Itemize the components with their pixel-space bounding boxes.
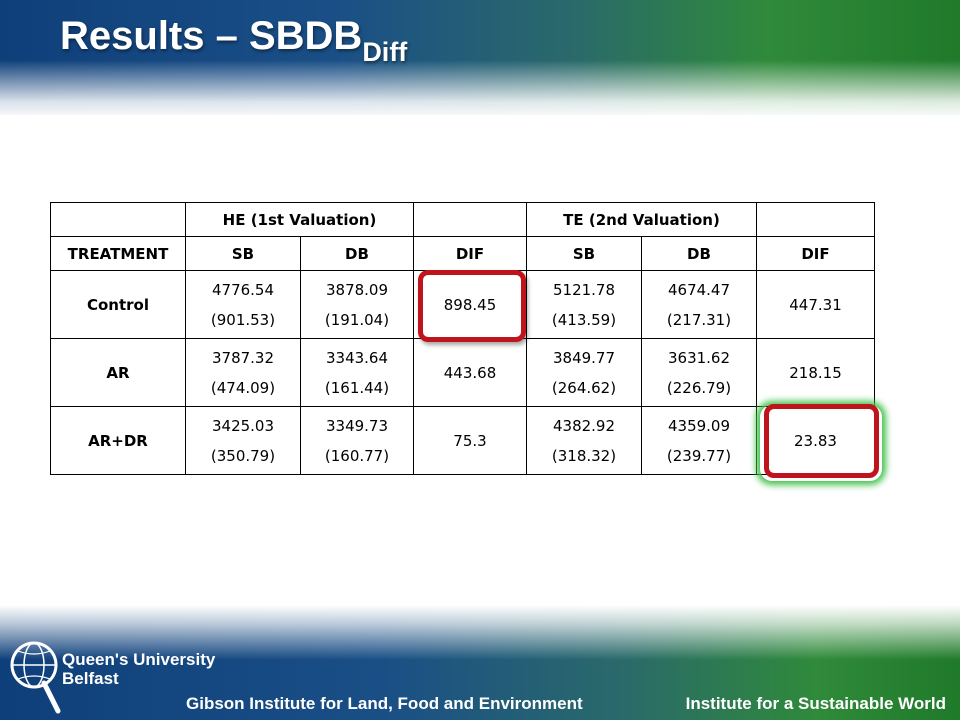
row-label: AR — [50, 338, 186, 407]
table-cell: 4674.47 (217.31) — [641, 270, 757, 339]
empty-header-cell — [756, 202, 875, 237]
table-cell: 443.68 — [413, 338, 527, 407]
cell-sd: (474.09) — [210, 378, 276, 397]
table-cell: 3878.09 (191.04) — [300, 270, 414, 339]
column-header: DIF — [756, 236, 875, 271]
cell-sd: (191.04) — [324, 310, 390, 329]
footer-right-text: Institute for a Sustainable World — [685, 694, 946, 713]
cell-value: 5121.78 — [552, 280, 616, 299]
cell-value: 4674.47 — [667, 280, 731, 299]
results-table: HE (1st Valuation) TE (2nd Valuation) TR… — [50, 202, 875, 475]
university-logo-icon — [10, 641, 61, 714]
university-name-line1: Queen's University — [62, 650, 216, 669]
row-label: Control — [50, 270, 186, 339]
table-cell: 3343.64 (161.44) — [300, 338, 414, 407]
column-header: DIF — [413, 236, 527, 271]
cell-sd: (161.44) — [324, 378, 390, 397]
table-cell: 3631.62 (226.79) — [641, 338, 757, 407]
cell-value: 3343.64 — [325, 348, 389, 367]
cell-sd: (413.59) — [551, 310, 617, 329]
footer-fade — [0, 605, 960, 660]
cell-sd: (318.32) — [551, 446, 617, 465]
empty-header-cell — [50, 202, 186, 237]
column-header: SB — [185, 236, 301, 271]
cell-value: 4776.54 — [211, 280, 275, 299]
he-group-header: HE (1st Valuation) — [185, 202, 414, 237]
highlight-box-red-green-glow — [764, 404, 879, 478]
table-cell: 4776.54 (901.53) — [185, 270, 301, 339]
table-cell: 447.31 — [756, 270, 875, 339]
cell-sd: (160.77) — [324, 446, 390, 465]
university-name: Queen's University Belfast — [62, 650, 215, 688]
university-name-line2: Belfast — [62, 669, 119, 688]
table-cell: 3425.03 (350.79) — [185, 406, 301, 475]
footer-left-text: Gibson Institute for Land, Food and Envi… — [186, 694, 583, 713]
table-cell: 23.83 — [756, 406, 875, 475]
cell-value: 3878.09 — [325, 280, 389, 299]
cell-sd: (239.77) — [666, 446, 732, 465]
cell-value: 3425.03 — [211, 416, 275, 435]
cell-sd: (264.62) — [551, 378, 617, 397]
title-subscript: Diff — [362, 37, 408, 67]
table-cell: 218.15 — [756, 338, 875, 407]
column-header: DB — [641, 236, 757, 271]
column-header: DB — [300, 236, 414, 271]
table-row: AR 3787.32 (474.09) 3343.64 (161.44) 443.6… — [50, 338, 875, 407]
table-cell: 3849.77 (264.62) — [526, 338, 642, 407]
cell-sd: (901.53) — [210, 310, 276, 329]
highlight-box-red — [418, 270, 526, 342]
row-label: AR+DR — [50, 406, 186, 475]
header-fade — [0, 60, 960, 120]
table-cell: 75.3 — [413, 406, 527, 475]
group-header-row: HE (1st Valuation) TE (2nd Valuation) — [50, 202, 875, 237]
cell-value: 4359.09 — [667, 416, 731, 435]
table-cell: 3787.32 (474.09) — [185, 338, 301, 407]
cell-value: 3349.73 — [325, 416, 389, 435]
cell-sd: (350.79) — [210, 446, 276, 465]
cell-value: 3631.62 — [667, 348, 731, 367]
cell-value: 3849.77 — [552, 348, 616, 367]
te-group-header: TE (2nd Valuation) — [526, 202, 757, 237]
cell-value: 4382.92 — [552, 416, 616, 435]
column-header: SB — [526, 236, 642, 271]
cell-sd: (217.31) — [666, 310, 732, 329]
cell-sd: (226.79) — [666, 378, 732, 397]
table-cell: 5121.78 (413.59) — [526, 270, 642, 339]
table-cell: 3349.73 (160.77) — [300, 406, 414, 475]
title-main: Results – SBDB — [60, 14, 363, 58]
table-row: AR+DR 3425.03 (350.79) 3349.73 (160.77) 75… — [50, 406, 875, 475]
table-row: Control 4776.54 (901.53) 3878.09 (191.04) … — [50, 270, 875, 339]
column-header-row: TREATMENT SB DB DIF SB DB DIF — [50, 236, 875, 271]
table-cell: 898.45 — [413, 270, 527, 339]
empty-header-cell — [413, 202, 527, 237]
table-cell: 4382.92 (318.32) — [526, 406, 642, 475]
slide-title: Results – SBDBDiff — [60, 14, 407, 67]
table-cell: 4359.09 (239.77) — [641, 406, 757, 475]
cell-value: 3787.32 — [211, 348, 275, 367]
column-header: TREATMENT — [50, 236, 186, 271]
